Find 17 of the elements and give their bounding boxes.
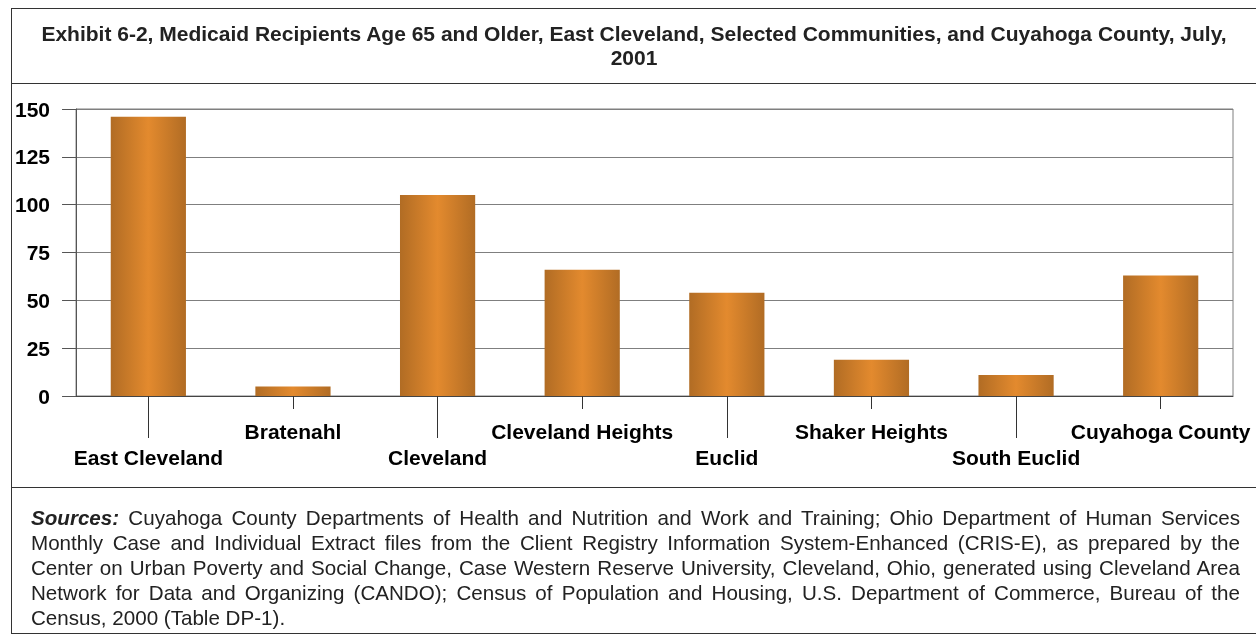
- x-tick-label: Bratenahl: [244, 419, 342, 443]
- y-tick-label: 25: [26, 336, 51, 360]
- x-tick-label: Euclid: [695, 445, 759, 469]
- y-tick-label: 0: [38, 384, 51, 408]
- x-tick-label: Shaker Heights: [795, 419, 948, 443]
- y-tick-label: 125: [14, 145, 51, 169]
- x-tick-label: Cuyahoga County: [1070, 419, 1251, 443]
- x-tick-label: South Euclid: [951, 445, 1081, 469]
- chart-title: Exhibit 6-2, Medicaid Recipients Age 65 and Older, East Cleveland, Selected Communities, and Cuyahoga County, July, 2001: [40, 22, 1228, 70]
- x-tick-label: East Cleveland: [73, 445, 224, 469]
- y-tick-label: 100: [14, 193, 51, 217]
- x-tick-label: Cleveland: [387, 445, 488, 469]
- source-note: Sources: Cuyahoga County Departments of Health and Nutrition and Work and Training; Ohio Department of Human Services Monthly Case and Individual Extract files from the Client Registry Information System-Enhanced (CRIS-E), as prepared by the Center on Urban Poverty and Social Change, Case Western Reserve University, Cleveland, Ohio, generated using Cleveland Area Network for Data and Organizing (CANDO); Census of Population and Housing, U.S. Department of Commerce, Bureau of the Census, 2000 (Table DP-1).: [31, 506, 1240, 629]
- y-tick-label: 75: [26, 241, 51, 264]
- x-tick-label: Cleveland Heights: [491, 419, 674, 443]
- y-tick-label: 50: [26, 288, 51, 312]
- y-tick-label: 150: [14, 97, 51, 121]
